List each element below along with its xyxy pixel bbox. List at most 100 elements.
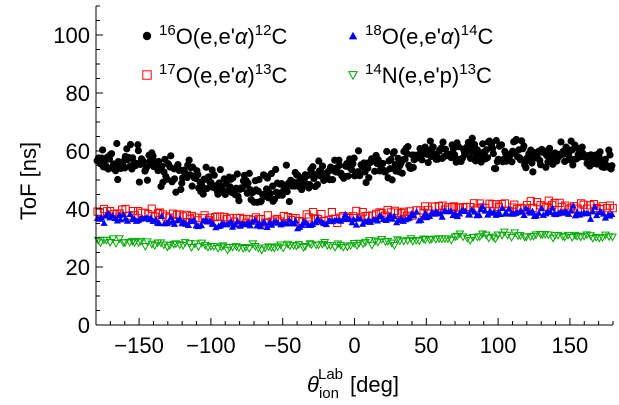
data-point (308, 220, 317, 227)
data-point (126, 210, 134, 217)
data-point (405, 213, 414, 221)
data-point (598, 234, 607, 243)
data-point (393, 236, 402, 245)
data-point (545, 144, 554, 152)
x-tick-label: 150 (552, 333, 589, 358)
data-point (387, 155, 395, 163)
data-point (177, 185, 185, 194)
data-point (100, 219, 108, 226)
data-point (542, 202, 551, 211)
data-point (115, 235, 124, 244)
data-point (502, 209, 510, 216)
data-point (475, 211, 483, 218)
data-point (390, 148, 398, 156)
data-point (584, 209, 592, 217)
data-point (377, 236, 387, 245)
data-point (546, 208, 555, 215)
data-point (450, 233, 460, 242)
data-point (373, 238, 383, 247)
data-point (231, 243, 241, 252)
data-point (116, 215, 125, 223)
data-point (314, 241, 323, 250)
data-point (318, 162, 327, 170)
data-point (470, 208, 479, 215)
data-point (105, 238, 115, 247)
data-point (503, 231, 513, 240)
data-point (305, 180, 314, 189)
data-point (410, 211, 418, 219)
data-point (107, 150, 116, 158)
data-point (488, 233, 498, 242)
data-point (446, 236, 456, 245)
data-point (165, 241, 175, 250)
data-point (425, 212, 434, 219)
data-point (120, 239, 130, 248)
data-point (220, 212, 229, 222)
data-point (383, 237, 393, 246)
x-tick-label: −150 (114, 333, 164, 358)
data-point (489, 149, 497, 158)
data-point (216, 165, 224, 174)
data-point (466, 211, 474, 218)
data-point (302, 210, 311, 219)
data-point (537, 204, 546, 212)
data-point (348, 166, 356, 174)
x-tick-label: 50 (414, 333, 438, 358)
data-point (414, 237, 424, 246)
data-point (508, 158, 516, 166)
data-point (136, 237, 146, 246)
data-point (147, 204, 156, 213)
legend-label: 14N(e,e'p)13C (365, 61, 492, 88)
data-point (134, 239, 144, 248)
data-point (134, 141, 142, 149)
data-point (354, 147, 363, 155)
data-point (589, 207, 597, 215)
data-point (438, 213, 446, 220)
data-point (129, 154, 137, 162)
data-point (210, 171, 218, 179)
data-point (470, 140, 479, 149)
data-point (388, 176, 396, 184)
data-point (468, 233, 478, 242)
data-point (123, 217, 132, 224)
data-point (403, 237, 413, 246)
data-point (570, 231, 580, 240)
data-point (522, 164, 530, 172)
data-point (203, 184, 211, 193)
x-tick-label: −100 (186, 333, 236, 358)
data-point (485, 199, 494, 208)
data-point (338, 243, 348, 252)
data-point (187, 243, 196, 252)
data-point (443, 235, 453, 244)
data-point (218, 242, 228, 251)
data-point (596, 148, 604, 156)
data-point (482, 146, 491, 154)
x-tick-label: 0 (348, 333, 360, 358)
data-point (134, 146, 142, 155)
data-point (113, 139, 121, 148)
data-point (491, 200, 501, 209)
data-point (399, 237, 409, 246)
data-point (465, 237, 475, 246)
data-point (536, 161, 545, 169)
data-point (241, 243, 251, 253)
data-point (226, 183, 234, 191)
legend-label: 16O(e,e'α)12C (159, 22, 287, 49)
data-point (346, 242, 355, 251)
data-point (234, 217, 242, 225)
data-point (601, 155, 609, 163)
data-point (341, 210, 349, 218)
data-point (156, 239, 166, 248)
data-point (498, 204, 506, 211)
data-points (93, 134, 617, 255)
data-point (398, 169, 406, 177)
data-point (327, 207, 337, 217)
data-point (264, 243, 274, 252)
data-point (176, 215, 184, 222)
data-point (97, 213, 105, 221)
data-point (605, 201, 615, 210)
data-point (471, 157, 480, 165)
data-point (468, 134, 476, 142)
data-point (439, 138, 447, 146)
data-point (130, 239, 139, 248)
